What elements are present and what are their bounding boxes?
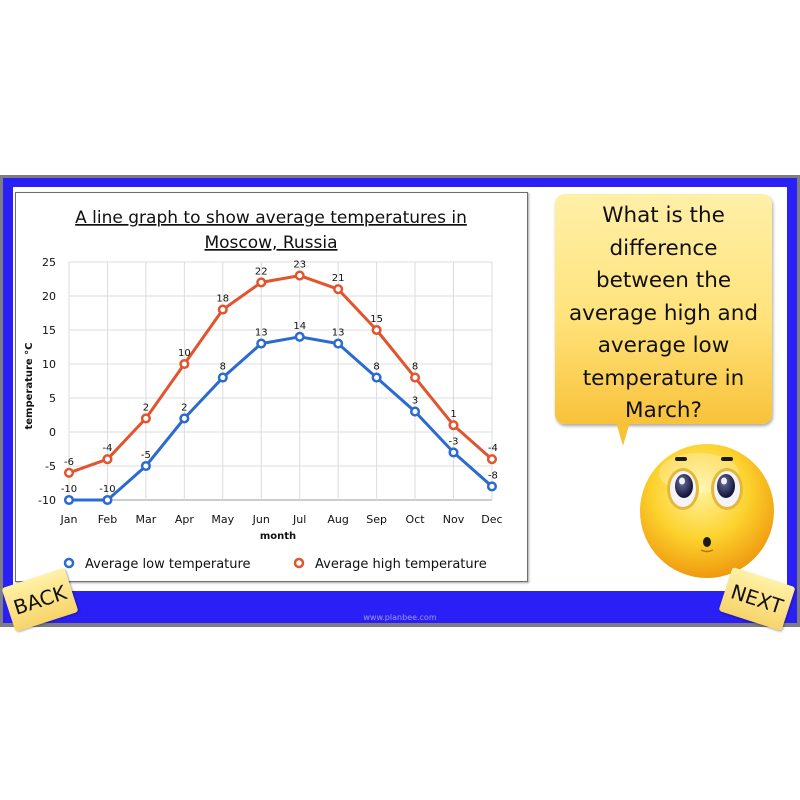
question-line: What is the: [602, 203, 725, 228]
data-label: 23: [293, 260, 306, 271]
data-label: -8: [488, 470, 498, 481]
question-line: March?: [625, 398, 702, 423]
data-label: 10: [178, 348, 191, 359]
data-label: 8: [220, 362, 226, 373]
data-label: 14: [293, 321, 306, 332]
data-label: 15: [370, 314, 383, 325]
data-point-marker-icon: [448, 447, 459, 458]
data-label: 3: [412, 396, 418, 407]
data-point-marker-icon: [63, 467, 75, 478]
data-point-marker-icon: [63, 494, 75, 506]
data-point-marker-icon: [333, 338, 344, 349]
data-point-marker-icon: [371, 372, 382, 383]
chart-legend: Average low temperature Average high tem…: [63, 557, 487, 572]
question-line: average low: [597, 333, 730, 358]
data-label: -10: [99, 484, 115, 495]
legend-high-marker-icon: [293, 557, 305, 569]
x-tick-label: Dec: [481, 513, 502, 526]
x-tick-label: Sep: [366, 513, 387, 526]
data-label: -4: [488, 443, 498, 454]
x-tick-label: Apr: [175, 513, 195, 526]
x-tick-label: Aug: [327, 513, 348, 526]
data-label: 8: [412, 362, 418, 373]
y-axis-title: temperature °C: [24, 342, 35, 429]
y-tick-label: 0: [49, 426, 56, 439]
y-tick-label: -10: [38, 494, 56, 507]
data-point-marker-icon: [217, 304, 228, 315]
x-tick-label: Jun: [252, 513, 270, 526]
data-point-marker-icon: [256, 277, 267, 288]
data-point-marker-icon: [217, 372, 228, 383]
data-point-marker-icon: [102, 494, 113, 506]
x-tick-label: Mar: [136, 513, 157, 526]
data-point-marker-icon: [333, 284, 344, 295]
low-temperature-line: [69, 335, 493, 502]
x-tick-label: Nov: [443, 513, 465, 526]
data-point-marker-icon: [179, 413, 190, 424]
data-point-marker-icon: [102, 454, 113, 465]
data-point-marker-icon: [371, 324, 382, 336]
data-point-marker-icon: [179, 358, 190, 370]
data-label: 22: [255, 266, 268, 277]
data-point-marker-icon: [140, 460, 151, 472]
y-tick-label: 10: [42, 358, 56, 371]
question-line: temperature in: [582, 365, 745, 391]
y-tick-label: 20: [42, 290, 56, 303]
chart-title-line2: Moscow, Russia: [204, 233, 337, 253]
data-point-marker-icon: [294, 270, 305, 281]
y-tick-label: -5: [45, 460, 56, 473]
line-chart: A line graph to show average temperature…: [24, 208, 503, 572]
data-point-marker-icon: [486, 481, 498, 492]
data-label: -4: [102, 443, 112, 454]
data-label: 18: [216, 294, 229, 305]
legend-high-label: Average high temperature: [315, 557, 487, 572]
question-line: average high and: [568, 300, 758, 326]
data-label: 21: [332, 273, 345, 284]
data-label: 13: [255, 328, 268, 339]
question-text: What is the difference between the average …: [561, 200, 766, 428]
data-point-marker-icon: [486, 454, 498, 465]
x-tick-label: May: [211, 513, 234, 526]
data-point-marker-icon: [448, 420, 459, 431]
question-speech-bubble: What is the difference between the average …: [555, 194, 772, 424]
data-label: -5: [141, 450, 151, 461]
surprised-emoji-icon: [640, 444, 774, 578]
data-label: 1: [450, 409, 456, 420]
data-point-marker-icon: [256, 338, 267, 349]
chart-series: -6 -4 2 10 18 22 23 21 15 8 1 -4 -10 -10 -5 2 8 13 14 13 8 3 -…: [61, 260, 498, 506]
y-tick-label: 25: [42, 256, 56, 269]
x-tick-label: Jan: [60, 513, 78, 526]
high-temperature-line: [68, 274, 493, 475]
data-label: -6: [64, 457, 74, 468]
y-tick-label: 5: [49, 392, 56, 405]
data-label: 8: [373, 362, 379, 373]
data-label: -10: [61, 484, 77, 495]
chart-panel: A line graph to show average temperature…: [15, 192, 528, 582]
data-point-marker-icon: [140, 413, 151, 424]
chart-grid: [68, 261, 493, 501]
y-tick-label: 15: [42, 324, 56, 337]
data-point-marker-icon: [410, 372, 421, 383]
legend-low-label: Average low temperature: [85, 557, 251, 572]
footer-url: www.planbee.com: [363, 613, 437, 622]
data-label: 2: [143, 402, 149, 413]
question-line: between the: [595, 268, 732, 293]
data-point-marker-icon: [294, 331, 305, 342]
data-label: -3: [449, 436, 459, 447]
data-label: 13: [332, 328, 345, 339]
x-tick-label: Feb: [98, 513, 117, 526]
chart-title-line1: A line graph to show average temperature…: [75, 208, 467, 228]
speech-bubble-tail: [616, 422, 630, 446]
x-axis-ticks: Jan Feb Mar Apr May Jun Jul Aug Sep Oct Nov Dec: [60, 513, 503, 526]
data-label: 2: [181, 402, 187, 413]
x-tick-label: Oct: [406, 513, 426, 526]
y-axis-ticks: -10 -5 0 5 10 15 20 25: [38, 256, 56, 507]
question-line: difference: [609, 235, 718, 261]
x-axis-title: month: [260, 531, 296, 542]
legend-low-marker-icon: [63, 557, 75, 569]
x-tick-label: Jul: [292, 513, 306, 526]
data-point-marker-icon: [410, 406, 421, 417]
